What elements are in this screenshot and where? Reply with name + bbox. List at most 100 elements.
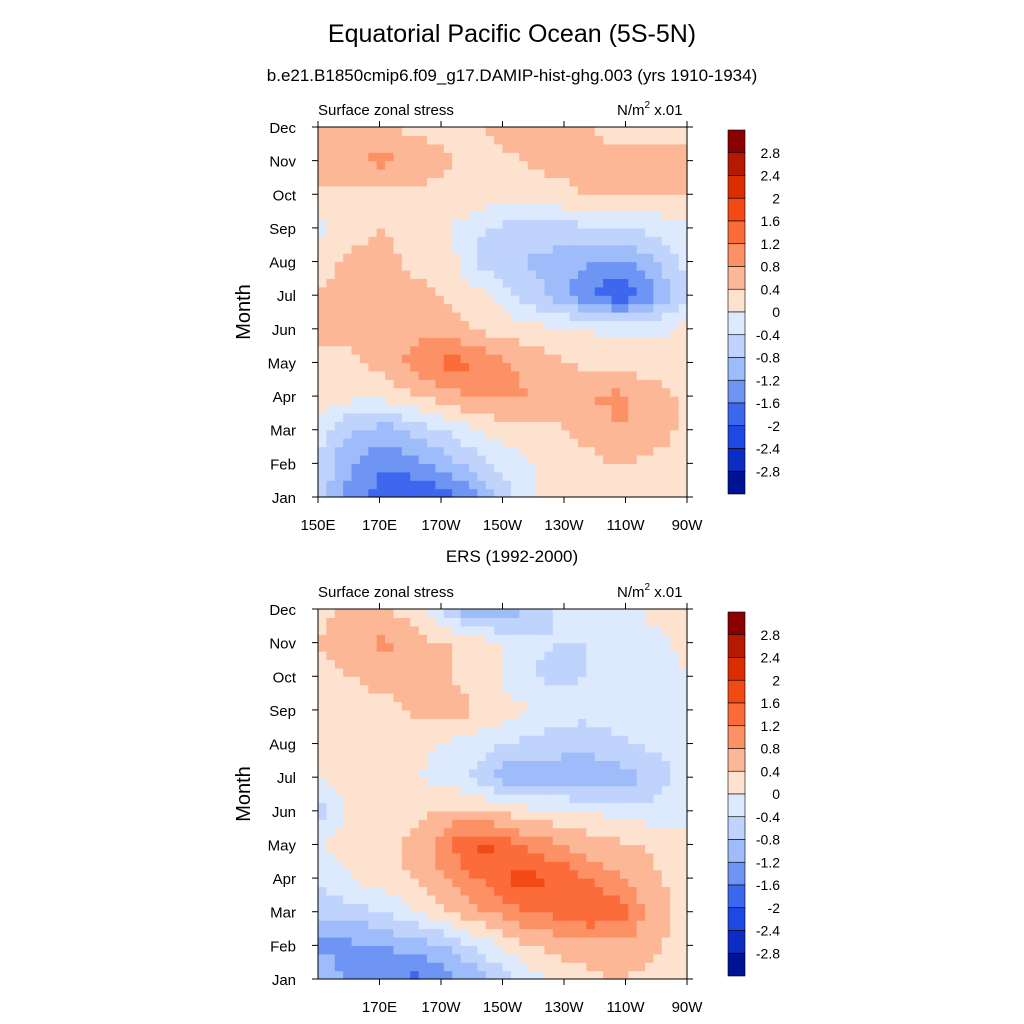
field-cell bbox=[502, 768, 512, 778]
field-cell bbox=[326, 286, 336, 296]
field-cell bbox=[359, 446, 369, 456]
field-cell bbox=[393, 634, 403, 644]
field-cell bbox=[561, 244, 571, 254]
field-cell bbox=[443, 844, 453, 854]
field-cell bbox=[401, 135, 411, 145]
field-cell bbox=[519, 667, 529, 677]
field-cell bbox=[410, 135, 420, 145]
field-cell bbox=[477, 278, 487, 288]
field-cell bbox=[460, 379, 470, 389]
field-cell bbox=[645, 819, 655, 829]
field-cell bbox=[318, 202, 327, 212]
field-cell bbox=[343, 625, 353, 635]
field-cell bbox=[536, 651, 546, 661]
field-cell bbox=[368, 886, 378, 896]
field-cell bbox=[385, 295, 395, 305]
field-cell bbox=[368, 261, 378, 271]
field-cell bbox=[393, 396, 403, 406]
field-cell bbox=[619, 609, 629, 619]
field-cell bbox=[343, 743, 353, 753]
field-cell bbox=[645, 802, 655, 812]
field-cell bbox=[376, 743, 386, 753]
field-cell bbox=[401, 143, 411, 153]
field-cell bbox=[318, 785, 327, 795]
field-cell bbox=[427, 286, 437, 296]
field-cell bbox=[653, 488, 663, 498]
field-cell bbox=[594, 185, 604, 195]
field-cell bbox=[435, 617, 445, 627]
field-cell bbox=[468, 454, 478, 464]
field-cell bbox=[343, 135, 353, 145]
field-cell bbox=[485, 651, 495, 661]
field-cell bbox=[326, 143, 336, 153]
field-cell bbox=[661, 152, 671, 162]
field-cell bbox=[628, 354, 638, 364]
field-cell bbox=[544, 463, 554, 473]
field-cell bbox=[393, 269, 403, 279]
field-cell bbox=[561, 844, 571, 854]
field-cell bbox=[443, 634, 453, 644]
field-cell bbox=[561, 236, 571, 246]
field-cell bbox=[359, 743, 369, 753]
field-cell bbox=[343, 886, 353, 896]
field-cell bbox=[468, 261, 478, 271]
field-cell bbox=[645, 320, 655, 330]
field-cell bbox=[502, 962, 512, 972]
field-cell bbox=[645, 777, 655, 787]
colorbar-label: 1.6 bbox=[761, 695, 781, 711]
field-cell bbox=[477, 236, 487, 246]
field-cell bbox=[561, 718, 571, 728]
field-cell bbox=[494, 135, 504, 145]
field-cell bbox=[376, 471, 386, 481]
field-cell bbox=[670, 869, 680, 879]
field-cell bbox=[653, 802, 663, 812]
field-cell bbox=[527, 936, 537, 946]
field-cell bbox=[385, 701, 395, 711]
field-cell bbox=[577, 768, 587, 778]
field-cell bbox=[359, 152, 369, 162]
field-cell bbox=[544, 844, 554, 854]
field-cell bbox=[502, 911, 512, 921]
field-cell bbox=[603, 878, 613, 888]
field-cell bbox=[452, 836, 462, 846]
field-cell bbox=[418, 261, 428, 271]
field-cell bbox=[410, 286, 420, 296]
field-cell bbox=[603, 185, 613, 195]
field-cell bbox=[527, 236, 537, 246]
field-cell bbox=[477, 625, 487, 635]
field-cell bbox=[326, 659, 336, 669]
field-cell bbox=[577, 312, 587, 322]
field-cell bbox=[636, 269, 646, 279]
colorbar-label: 0.8 bbox=[761, 259, 781, 275]
field-cell bbox=[410, 127, 420, 137]
field-cell bbox=[393, 726, 403, 736]
field-cell bbox=[603, 617, 613, 627]
field-cell bbox=[502, 362, 512, 372]
field-cell bbox=[359, 236, 369, 246]
field-cell bbox=[536, 802, 546, 812]
field-cell bbox=[527, 396, 537, 406]
field-cell bbox=[586, 852, 596, 862]
field-cell bbox=[376, 777, 386, 787]
field-cell bbox=[410, 743, 420, 753]
field-cell bbox=[359, 903, 369, 913]
field-cell bbox=[494, 177, 504, 187]
field-cell bbox=[544, 269, 554, 279]
field-cell bbox=[552, 869, 562, 879]
field-cell bbox=[326, 438, 336, 448]
field-cell bbox=[619, 852, 629, 862]
field-cell bbox=[636, 211, 646, 221]
field-cell bbox=[628, 878, 638, 888]
field-cell bbox=[494, 488, 504, 498]
field-cell bbox=[577, 211, 587, 221]
field-cell bbox=[460, 962, 470, 972]
field-cell bbox=[477, 152, 487, 162]
field-cell bbox=[452, 454, 462, 464]
field-cell bbox=[343, 219, 353, 229]
ytick-label: Nov bbox=[269, 154, 296, 171]
field-cell bbox=[552, 127, 562, 137]
field-cell bbox=[586, 718, 596, 728]
field-cell bbox=[619, 625, 629, 635]
field-cell bbox=[552, 936, 562, 946]
field-cell bbox=[460, 143, 470, 153]
